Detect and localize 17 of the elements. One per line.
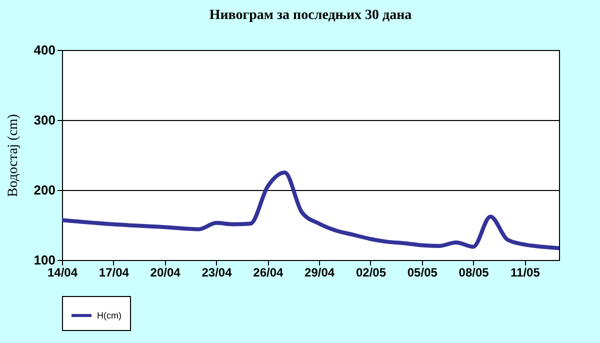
x-tick-label: 14/04 [47, 266, 78, 280]
x-tick-label: 20/04 [150, 266, 181, 280]
x-tick-label: 02/05 [356, 266, 386, 280]
x-tick-label: 08/05 [458, 266, 490, 280]
y-tick-label: 100 [34, 252, 56, 268]
x-tick-label: 17/04 [98, 266, 130, 280]
x-tick-label: 29/04 [304, 266, 335, 280]
x-tick-label: 05/05 [407, 266, 438, 280]
y-tick-label: 300 [34, 112, 56, 128]
y-tick-label: 400 [34, 42, 56, 58]
x-tick-label: 23/04 [202, 266, 232, 280]
y-tick-label: 200 [34, 182, 56, 198]
chart-title: Нивограм за последњих 30 дана [209, 8, 412, 23]
x-tick-label: 11/05 [510, 266, 540, 280]
x-tick-label: 26/04 [253, 266, 284, 280]
legend-label: H(cm) [97, 310, 122, 320]
y-axis-title: Водостај (cm) [6, 114, 21, 197]
